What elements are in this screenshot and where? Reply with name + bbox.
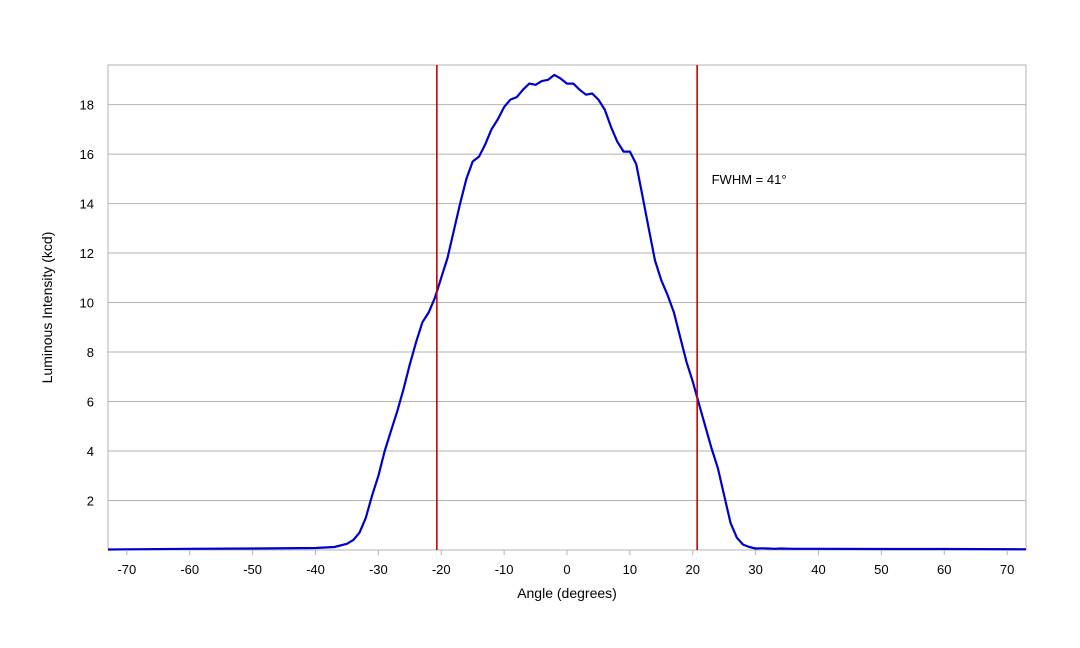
fwhm-markers bbox=[436, 65, 698, 550]
x-tick-label: 50 bbox=[874, 562, 888, 577]
x-tick-label: 70 bbox=[1000, 562, 1014, 577]
x-tick-label: -70 bbox=[117, 562, 136, 577]
x-tick-label: 30 bbox=[748, 562, 762, 577]
x-tick-label: 10 bbox=[623, 562, 637, 577]
x-tick-label: -50 bbox=[243, 562, 262, 577]
x-tick-label: 60 bbox=[937, 562, 951, 577]
x-tick-label: -20 bbox=[432, 562, 451, 577]
x-tick-label: 20 bbox=[686, 562, 700, 577]
series-line bbox=[107, 73, 1027, 551]
y-tick-label: 4 bbox=[87, 444, 94, 459]
y-tick-label: 12 bbox=[80, 246, 94, 261]
x-tick-label: -40 bbox=[306, 562, 325, 577]
x-axis-label: Angle (degrees) bbox=[517, 585, 617, 601]
y-tick-label: 16 bbox=[80, 147, 94, 162]
y-tick-label: 10 bbox=[80, 296, 94, 311]
x-tick-labels: -70 -60 -50 -40 -30 -20 -10 0 10 20 30 40 50 60 70 bbox=[117, 550, 1014, 577]
y-tick-label: 14 bbox=[80, 197, 94, 212]
x-tick-label: -30 bbox=[369, 562, 388, 577]
x-tick-label: -10 bbox=[495, 562, 514, 577]
series-group bbox=[107, 73, 1027, 551]
grid-lines bbox=[108, 104, 1026, 502]
x-tick-label: 0 bbox=[563, 562, 570, 577]
x-tick-label: 40 bbox=[811, 562, 825, 577]
x-tick-label: -60 bbox=[180, 562, 199, 577]
y-tick-label: 8 bbox=[87, 345, 94, 360]
fwhm-annotation: FWHM = 41° bbox=[712, 172, 787, 187]
y-axis-label: Luminous Intensity (kcd) bbox=[39, 232, 55, 384]
plot-frame bbox=[107, 64, 1027, 551]
y-tick-label: 2 bbox=[87, 494, 94, 509]
y-tick-label: 6 bbox=[87, 395, 94, 410]
y-tick-labels: 2 4 6 8 10 12 14 16 18 bbox=[80, 98, 94, 509]
y-tick-label: 18 bbox=[80, 98, 94, 113]
